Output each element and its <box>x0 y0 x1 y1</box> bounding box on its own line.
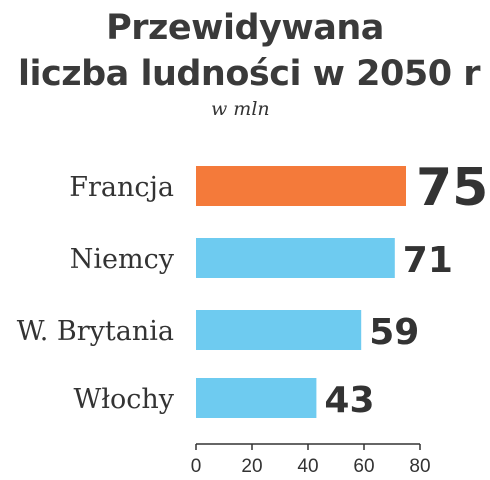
bar <box>196 310 362 350</box>
x-axis-tick-label: 20 <box>241 456 262 477</box>
value-label: 43 <box>324 380 374 421</box>
chart-title-line-1: Przewidywana <box>106 8 384 48</box>
value-label: 71 <box>403 240 453 281</box>
chart-subtitle-unit: w mln <box>211 98 270 120</box>
x-axis-tick-label: 80 <box>409 456 430 477</box>
value-label: 59 <box>369 312 419 353</box>
x-axis-tick-label: 40 <box>297 456 318 477</box>
bar <box>196 378 317 418</box>
category-label: W. Brytania <box>17 316 174 347</box>
bar <box>196 238 395 278</box>
value-label: 75 <box>416 158 488 218</box>
bar <box>196 166 406 206</box>
x-axis-tick-label: 60 <box>353 456 374 477</box>
category-label: Niemcy <box>70 244 175 275</box>
chart-title-line-2: liczba ludności w 2050 r <box>18 54 481 94</box>
category-label: Francja <box>69 172 174 203</box>
category-label: Włochy <box>73 384 174 415</box>
x-axis-tick-label: 0 <box>191 456 202 477</box>
